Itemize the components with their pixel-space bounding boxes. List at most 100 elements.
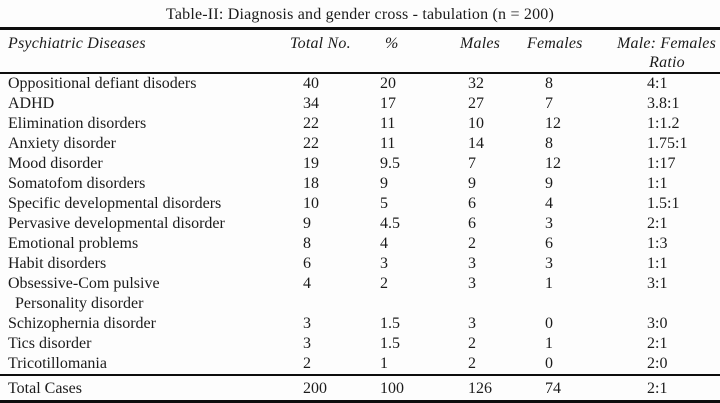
cell-ratio: 3:1 [647,275,668,292]
cell-total-no: 3 [303,315,311,332]
cell-females: 12 [545,155,561,172]
cell-males: 3 [468,275,476,292]
cell-ratio: 2:1 [647,215,668,232]
table-row: Specific developmental disorders 10 5 6 … [0,194,720,214]
cell-percent: 1.5 [380,335,400,352]
table-body: Oppositional defiant disoders 40 20 32 8… [0,73,720,375]
table-row: Emotional problems 8 4 2 6 1:3 [0,234,720,254]
cell-females: 12 [545,115,561,132]
cell-total-no: 2 [303,355,311,372]
cell-total-no: 22 [303,135,319,152]
cell-disease: Tics disorder [8,335,92,352]
total-row: Total Cases 200 100 126 74 2:1 [0,374,720,403]
cell-total-no: 4 [303,275,311,292]
table-row: Tricotillomania 2 1 2 0 2:0 [0,354,720,375]
cell-percent: 3 [380,255,388,272]
col-header-ratio-line2: Ratio [649,54,685,71]
cell-percent: 4 [380,235,388,252]
cell-females: 7 [545,95,553,112]
cell-males: 3 [468,315,476,332]
cell-ratio: 2:1 [647,335,668,352]
cell-percent: 9 [380,175,388,192]
cell-disease: Specific developmental disorders [8,195,222,212]
cell-ratio: 4:1 [647,75,668,92]
table-row: Obsessive-Com pulsive Personality disord… [0,274,720,314]
cell-males: 3 [468,255,476,272]
cell-ratio: 3:0 [647,315,668,332]
cell-total-label: Total Cases [0,374,290,403]
cell-total-no: 3 [303,335,311,352]
cell-disease: Schizophernia disorder [8,315,156,332]
table-row: Oppositional defiant disoders 40 20 32 8… [0,73,720,94]
table-row: Anxiety disorder 22 11 14 8 1.75:1 [0,134,720,154]
cell-percent: 100 [380,374,455,403]
table-row: Habit disorders 6 3 3 3 1:1 [0,254,720,274]
cell-percent: 11 [380,135,396,152]
cell-females: 1 [545,275,553,292]
diagnosis-gender-table: Psychiatric Diseases Total No. % Males F… [0,30,720,403]
cell-males: 2 [468,335,476,352]
cell-percent: 9.5 [380,155,400,172]
table-header: Psychiatric Diseases Total No. % Males F… [0,30,720,74]
cell-percent: 11 [380,115,396,132]
table-row: Elimination disorders 22 11 10 12 1:1.2 [0,114,720,134]
cell-disease: Pervasive developmental disorder [8,215,225,232]
cell-males: 9 [468,175,476,192]
cell-disease: Tricotillomania [8,355,107,372]
table-row: Schizophernia disorder 3 1.5 3 0 3:0 [0,314,720,334]
cell-percent: 1.5 [380,315,400,332]
cell-percent: 1 [380,355,388,372]
cell-disease: Habit disorders [8,255,107,272]
col-header-total-no: Total No. [290,30,380,74]
cell-ratio: 1.75:1 [647,135,688,152]
table-total-section: Total Cases 200 100 126 74 2:1 [0,374,720,403]
header-row: Psychiatric Diseases Total No. % Males F… [0,30,720,74]
cell-females: 8 [545,75,553,92]
col-header-percent: % [380,30,455,74]
cell-females: 9 [545,175,553,192]
cell-ratio: 3.8:1 [647,95,680,112]
cell-total-no: 22 [303,115,319,132]
cell-disease: Elimination disorders [8,115,147,132]
cell-total-no: 40 [303,75,319,92]
cell-total-no: 19 [303,155,319,172]
cell-females: 4 [545,195,553,212]
cell-males: 14 [468,135,484,152]
cell-disease: Anxiety disorder [8,135,116,152]
col-header-male-female-ratio: Male: Females Ratio [612,30,720,74]
cell-total-no: 34 [303,95,319,112]
cell-males: 6 [468,215,476,232]
title-divider-rule [0,27,720,30]
cell-females: 1 [545,335,553,352]
cell-percent: 2 [380,275,388,292]
cell-disease-line1: Obsessive-Com pulsive [8,275,160,292]
cell-disease: ADHD [8,95,55,112]
cell-total-no: 18 [303,175,319,192]
table-row: Pervasive developmental disorder 9 4.5 6… [0,214,720,234]
table-title: Table-II: Diagnosis and gender cross - t… [165,6,555,23]
cell-total-no: 8 [303,235,311,252]
cell-total-no: 200 [290,374,380,403]
cell-females: 3 [545,215,553,232]
cell-disease: Somatofom disorders [8,175,146,192]
cell-males: 7 [468,155,476,172]
cell-percent: 4.5 [380,215,400,232]
cell-ratio: 1:17 [647,155,676,172]
col-header-psychiatric-diseases: Psychiatric Diseases [0,30,290,74]
table-row: Somatofom disorders 18 9 9 9 1:1 [0,174,720,194]
cell-ratio: 1:3 [647,235,668,252]
cell-percent: 17 [380,95,396,112]
cell-females: 6 [545,235,553,252]
cell-percent: 20 [380,75,396,92]
cell-males: 32 [468,75,484,92]
cell-ratio: 2:1 [612,374,720,403]
cell-ratio: 2:0 [647,355,668,372]
cell-males: 27 [468,95,484,112]
cell-total-no: 9 [303,215,311,232]
cell-disease: Oppositional defiant disoders [8,75,197,92]
cell-males: 10 [468,115,484,132]
table-row: ADHD 34 17 27 7 3.8:1 [0,94,720,114]
cell-females: 0 [545,355,553,372]
cell-ratio: 1:1 [647,175,668,192]
